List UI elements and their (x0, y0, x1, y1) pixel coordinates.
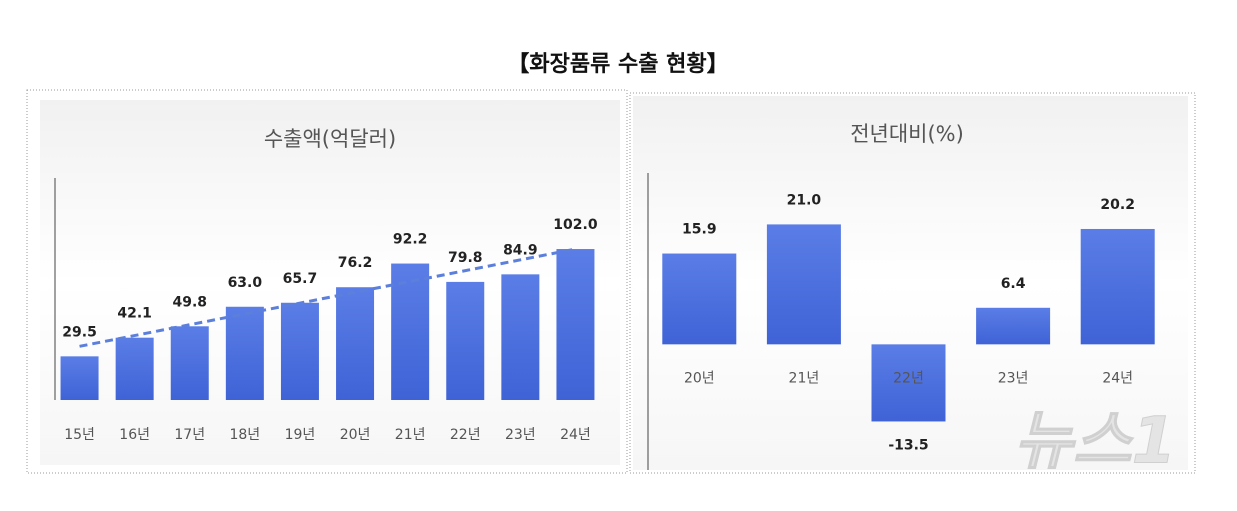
chart-title: 수출액(억달러) (264, 127, 396, 151)
x-tick-label: 15년 (64, 427, 95, 443)
bar (60, 356, 99, 400)
page-title: 【화장품류 수출 현황】 (507, 52, 728, 77)
bar (280, 302, 319, 400)
x-tick-label: 17년 (174, 427, 205, 443)
data-label: 79.8 (448, 250, 483, 266)
data-label: 76.2 (338, 255, 373, 271)
x-tick-label: 19년 (285, 427, 316, 443)
data-label: 29.5 (62, 324, 97, 340)
data-label: 49.8 (172, 294, 207, 310)
bar (501, 274, 540, 400)
data-label: 21.0 (787, 192, 822, 208)
panel-border (26, 89, 628, 474)
x-tick-label: 16년 (119, 427, 150, 443)
bar (976, 307, 1051, 345)
bar (766, 224, 841, 345)
bar (446, 281, 485, 400)
bar (871, 344, 946, 422)
x-tick-label: 20년 (684, 370, 715, 386)
data-label: 63.0 (228, 275, 263, 291)
x-tick-label: 21년 (789, 370, 820, 386)
x-tick-label: 23년 (505, 427, 536, 443)
x-tick-label: 24년 (560, 427, 591, 443)
data-label: 92.2 (393, 232, 428, 248)
bar (115, 337, 154, 400)
trend-line (79, 247, 576, 348)
panel-border (629, 92, 1196, 474)
data-label: 42.1 (117, 306, 152, 322)
watermark: 뉴스1 (1014, 405, 1176, 479)
bar (556, 249, 595, 400)
data-label: 65.7 (283, 271, 318, 287)
data-label: 102.0 (553, 217, 598, 233)
data-label: 20.2 (1100, 197, 1135, 213)
x-tick-label: 22년 (893, 370, 924, 386)
bar (1080, 228, 1155, 345)
x-tick-label: 18년 (229, 427, 260, 443)
chart-title: 전년대비(%) (850, 122, 964, 146)
bar (225, 306, 264, 400)
bar (336, 287, 375, 400)
x-tick-label: 22년 (450, 427, 481, 443)
bar (170, 326, 209, 400)
data-label: 15.9 (682, 222, 717, 238)
x-tick-label: 20년 (340, 427, 371, 443)
data-label: 6.4 (1001, 276, 1026, 292)
data-label: 84.9 (503, 242, 538, 258)
x-tick-label: 23년 (998, 370, 1029, 386)
data-label: -13.5 (888, 437, 928, 453)
x-tick-label: 24년 (1102, 370, 1133, 386)
x-tick-label: 21년 (395, 427, 426, 443)
bar (662, 253, 737, 345)
bar (391, 263, 430, 400)
